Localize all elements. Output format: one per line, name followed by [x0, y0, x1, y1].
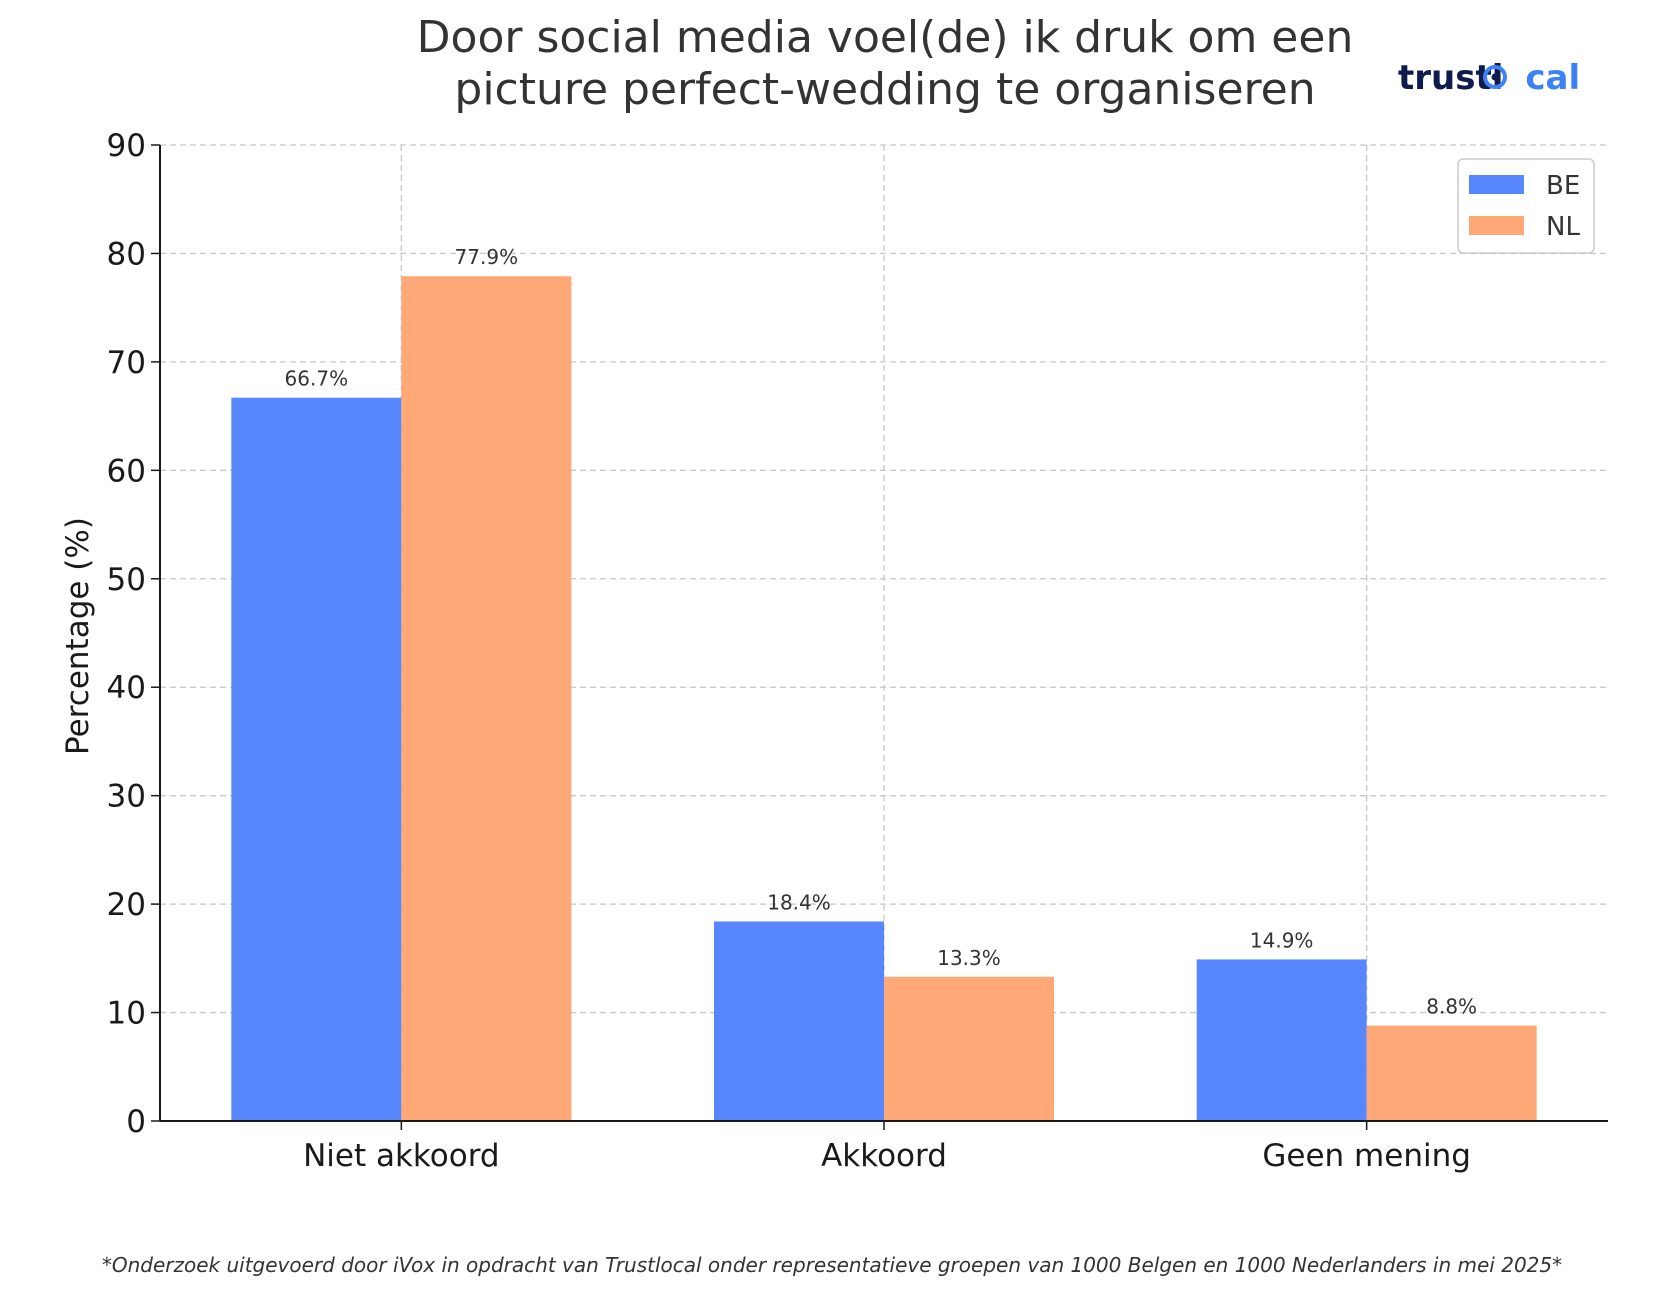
chart-title-line-1: Door social media voel(de) ik druk om ee… [417, 12, 1354, 63]
bar-be-niet-akkoord [231, 397, 402, 1122]
bar-be-geen-mening [1196, 959, 1367, 1121]
data-label-nl: 77.9% [455, 245, 519, 269]
bar-nl-niet-akkoord [401, 276, 572, 1121]
y-tick-label: 50 [107, 562, 146, 598]
bar-be-akkoord [714, 921, 884, 1121]
y-tick-labels: 0 10 20 30 40 50 60 70 80 90 [107, 128, 146, 1140]
data-label-nl: 8.8% [1426, 995, 1477, 1019]
footnote: *Onderzoek uitgevoerd door iVox in opdra… [102, 1253, 1562, 1277]
bar-nl-akkoord [884, 976, 1054, 1121]
bar-nl-geen-mening [1366, 1025, 1537, 1121]
logo-text-blue: cal [1525, 58, 1580, 98]
legend-label-nl: NL [1546, 212, 1580, 242]
y-tick-label: 40 [107, 670, 146, 706]
data-labels: 66.7% 18.4% 14.9% 77.9% 13.3% 8.8% [285, 245, 1478, 1018]
y-tick-label: 70 [107, 345, 146, 381]
logo-target-icon [1483, 65, 1507, 89]
chart-title-line-2: picture perfect-wedding te organiseren [454, 64, 1315, 115]
axes [151, 144, 1608, 1130]
data-label-be: 66.7% [285, 367, 349, 391]
logo-text-dark: trustl [1398, 58, 1503, 98]
x-tick-label: Akkoord [821, 1138, 947, 1174]
y-tick-label: 10 [107, 996, 146, 1032]
x-tick-label: Niet akkoord [303, 1138, 500, 1174]
y-tick-label: 80 [107, 236, 146, 272]
trustlocal-logo: trustl cal [1398, 58, 1580, 98]
data-label-nl: 13.3% [937, 946, 1001, 970]
x-tick-labels: Niet akkoord Akkoord Geen mening [303, 1138, 1471, 1174]
legend-swatch-nl [1469, 216, 1524, 235]
legend: BE NL [1457, 158, 1595, 254]
x-tick-label: Geen mening [1262, 1138, 1471, 1174]
y-tick-label: 90 [107, 128, 146, 164]
y-tick-label: 20 [107, 887, 146, 923]
y-tick-label: 0 [126, 1104, 146, 1140]
y-axis-label: Percentage (%) [60, 517, 96, 755]
y-tick-label: 30 [107, 779, 146, 815]
y-tick-label: 60 [107, 453, 146, 489]
data-label-be: 14.9% [1250, 928, 1314, 952]
legend-label-be: BE [1546, 171, 1580, 201]
legend-swatch-be [1469, 175, 1524, 194]
bars [231, 276, 1537, 1122]
data-label-be: 18.4% [767, 890, 831, 914]
